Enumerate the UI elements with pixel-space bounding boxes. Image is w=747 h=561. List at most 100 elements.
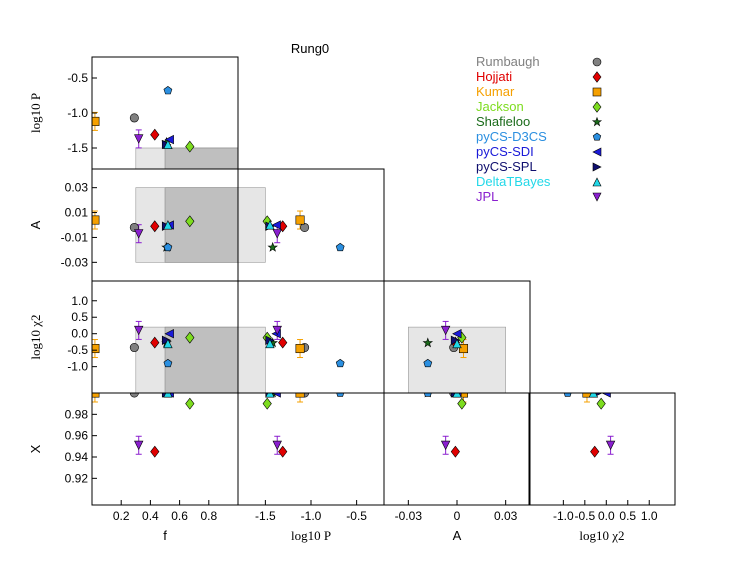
- panel-frame: [528, 392, 676, 506]
- point-jackson: [185, 215, 195, 228]
- point-pycs-sdi: [271, 393, 281, 398]
- y-tick-label: 0.92: [65, 471, 89, 485]
- x-tick-label: -0.5: [574, 509, 595, 523]
- point-pycs-d3cs: [163, 242, 173, 252]
- panels: -1.5-1.0-0.5-0.03-0.010.010.03-1.0-0.50.…: [28, 56, 676, 543]
- point-kumar: [295, 393, 305, 398]
- y-axis-label-X: X: [28, 444, 43, 453]
- panel-content: [92, 86, 238, 169]
- x-tick-label: 0.03: [494, 509, 518, 523]
- x-tick-label: 0.8: [200, 509, 217, 523]
- x-tick-label: -1.0: [301, 509, 322, 523]
- target-region: [238, 187, 266, 263]
- point-shafieloo: [267, 241, 278, 252]
- legend-label: pyCS-D3CS: [476, 129, 547, 144]
- panel-content: [92, 393, 195, 458]
- chart-title: Rung0: [291, 41, 329, 56]
- x-tick-label: -0.03: [395, 509, 423, 523]
- point-jpl: [440, 440, 451, 451]
- point-jpl: [272, 229, 282, 239]
- y-tick-label: -0.5: [67, 71, 88, 85]
- panel-content: [92, 320, 238, 393]
- panel-f-vs-A: -0.03 -0.01 0.01 0.03: [61, 168, 239, 282]
- y-tick-label: -0.03: [61, 255, 89, 269]
- panel-content: [238, 187, 345, 263]
- point-jackson: [185, 397, 195, 410]
- legend: RumbaughHojjatiKumarJacksonShafieloopyCS…: [476, 54, 603, 204]
- x-tick-label: 0.6: [171, 509, 188, 523]
- point-jpl: [134, 325, 144, 336]
- panel-logP-vs-A: [237, 168, 385, 282]
- point-pycs-sdi: [452, 329, 462, 339]
- target-region: [408, 326, 506, 393]
- target-region: [238, 326, 266, 393]
- point-jackson: [457, 397, 467, 410]
- point-pycs-d3cs: [423, 358, 433, 368]
- panel-frame: [237, 392, 385, 506]
- y-tick-label: -1.0: [67, 106, 88, 120]
- point-kumar: [92, 344, 100, 354]
- panel-content: [563, 393, 616, 458]
- y-tick-label: 0.96: [65, 429, 89, 443]
- y-axis-label-logP: log10 P: [28, 93, 43, 133]
- x-tick-label: -1.5: [255, 509, 276, 523]
- legend-marker-shafieloo: [591, 116, 603, 127]
- point-deltatbayes: [265, 220, 275, 230]
- x-axis-label-logchi2: log10 χ2: [579, 528, 624, 543]
- legend-label: pyCS-SDI: [476, 144, 534, 159]
- point-pycs-d3cs: [336, 393, 345, 397]
- legend-label: DeltaTBayes: [476, 174, 551, 189]
- point-kumar: [92, 393, 100, 398]
- panel-f-vs-logchi2: -1.0 -0.5 0.0 0.5 1.0: [67, 280, 239, 394]
- point-rumbaugh: [129, 113, 139, 123]
- legend-marker-pycs-d3cs: [592, 132, 602, 141]
- legend-marker-kumar: [592, 87, 602, 97]
- point-jackson: [596, 397, 606, 410]
- y-axis-label-logchi2: log10 χ2: [28, 314, 43, 359]
- panel-logP-vs-logchi2: [237, 280, 385, 394]
- point-deltatbayes: [452, 393, 462, 398]
- panel-logchi2-vs-X: -1.0 -0.5 0.0 0.5 1.0: [528, 392, 676, 523]
- point-pycs-d3cs: [423, 393, 432, 397]
- point-deltatbayes: [163, 139, 173, 149]
- legend-label: Shafieloo: [476, 114, 530, 129]
- point-rumbaugh: [129, 393, 139, 398]
- point-hojjati: [278, 336, 288, 349]
- point-kumar: [295, 344, 305, 354]
- point-hojjati: [278, 445, 288, 458]
- point-hojjati: [590, 445, 600, 458]
- y-axis-label-A: A: [28, 220, 43, 229]
- y-tick-label: 0.94: [65, 450, 89, 464]
- y-tick-label: 0.5: [71, 310, 88, 324]
- point-jpl: [605, 440, 616, 451]
- point-shafieloo: [422, 337, 434, 348]
- legend-marker-jackson: [592, 101, 602, 113]
- point-kumar: [458, 393, 468, 398]
- legend-label: pyCS-SPL: [476, 159, 537, 174]
- x-tick-label: 0: [454, 509, 461, 523]
- x-axis-label-logP: log10 P: [291, 528, 331, 543]
- legend-marker-rumbaugh: [592, 57, 602, 67]
- y-tick-label: 1.0: [71, 294, 88, 308]
- point-kumar: [582, 393, 592, 398]
- y-tick-label: 0.03: [65, 181, 89, 195]
- y-tick-label: -1.0: [67, 360, 88, 374]
- panel-f-vs-X: 0.92 0.94 0.96 0.98 0.2 0.4 0.6 0.8: [65, 392, 239, 523]
- panel-content: [238, 320, 345, 393]
- panel-content: [92, 187, 238, 263]
- point-rumbaugh: [300, 222, 310, 232]
- x-axis-label-A: A: [453, 528, 462, 543]
- point-pycs-d3cs: [563, 393, 572, 397]
- x-tick-label: 1.0: [641, 509, 658, 523]
- point-pycs-sdi: [164, 329, 174, 339]
- panel-A-vs-logchi2: [383, 280, 531, 394]
- point-jpl: [272, 325, 282, 336]
- x-tick-label: 0.5: [619, 509, 636, 523]
- target-region-core: [164, 187, 238, 263]
- point-hojjati: [150, 445, 160, 458]
- point-deltatbayes: [452, 338, 462, 349]
- point-deltatbayes: [588, 393, 599, 398]
- point-pycs-d3cs: [335, 242, 345, 252]
- y-tick-label: 0.01: [65, 206, 89, 220]
- point-pycs-d3cs: [163, 358, 173, 368]
